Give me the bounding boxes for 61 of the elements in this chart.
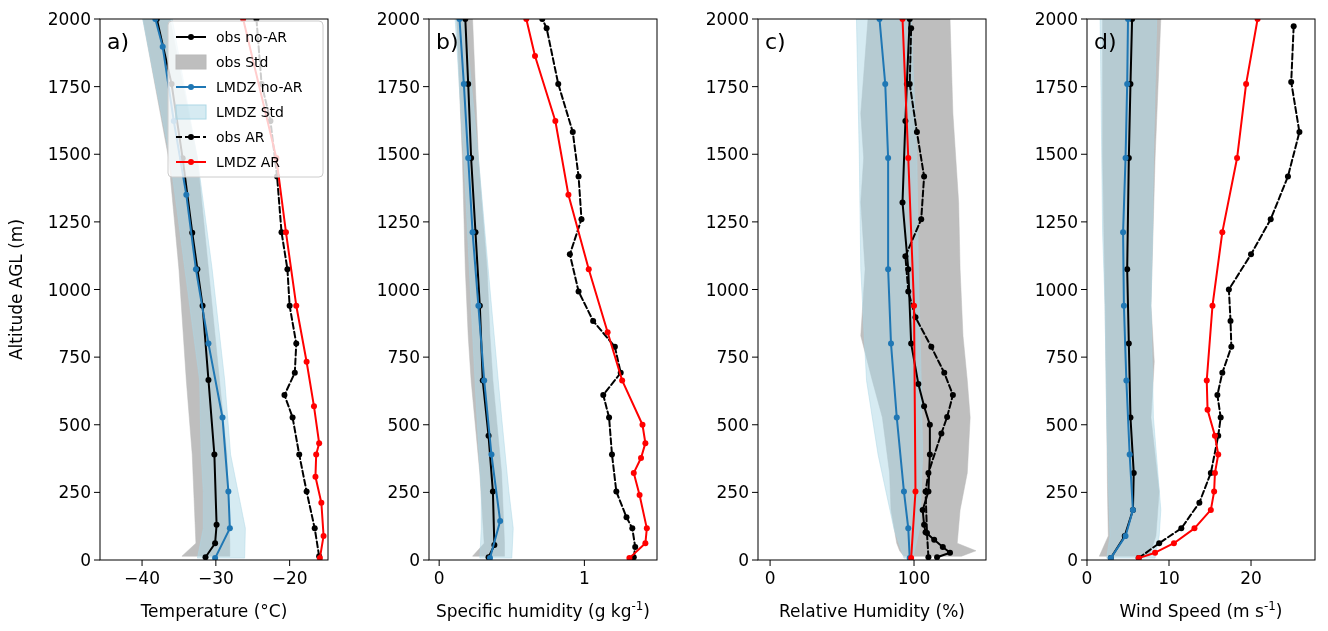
- legend-label: LMDZ no-AR: [216, 79, 303, 95]
- legend-label: obs no-AR: [216, 29, 288, 45]
- x-tick-label: 0: [433, 568, 445, 588]
- y-tick-label: 1250: [1034, 211, 1078, 232]
- x-tick-label: −20: [271, 568, 308, 588]
- legend-label: obs AR: [216, 129, 265, 145]
- y-tick-label: 500: [387, 414, 420, 435]
- x-tick-label: 100: [897, 568, 931, 588]
- y-tick-label: 750: [716, 347, 749, 368]
- annotation: b): [436, 29, 459, 54]
- x-tick-label: 0: [764, 568, 776, 588]
- y-axis-title: Altitude AGL (m): [6, 218, 26, 361]
- y-tick-label: 0: [738, 550, 749, 570]
- x-tick-label: −30: [197, 568, 234, 588]
- x-axis-title: Temperature (°C): [139, 601, 288, 621]
- y-tick-label: 2000: [705, 9, 749, 29]
- legend-label: LMDZ Std: [216, 104, 284, 120]
- x-tick-label: −40: [124, 568, 160, 588]
- y-tick-label: 500: [716, 414, 749, 435]
- y-tick-label: 250: [716, 482, 749, 503]
- y-tick-label: 2000: [376, 9, 420, 29]
- x-axis-title: Specific humidity (g kg$^{-1}$): [435, 599, 651, 621]
- x-tick-label: 10: [1158, 568, 1180, 588]
- y-tick-label: 2000: [47, 9, 91, 29]
- y-tick-label: 0: [1067, 550, 1078, 570]
- y-tick-label: 250: [58, 482, 91, 503]
- y-tick-label: 1500: [376, 144, 420, 165]
- y-tick-label: 250: [387, 482, 420, 503]
- y-tick-label: 1250: [376, 211, 420, 232]
- x-axis-title: Wind Speed (m s$^{-1}$): [1119, 599, 1283, 621]
- annotation: a): [107, 29, 130, 54]
- legend-label: obs Std: [216, 54, 269, 70]
- y-tick-label: 1750: [47, 76, 91, 97]
- annotation: c): [765, 29, 786, 54]
- x-tick-label: 0: [1081, 568, 1093, 588]
- y-tick-label: 1000: [376, 279, 420, 300]
- y-tick-label: 1750: [376, 76, 420, 97]
- y-tick-label: 1000: [47, 279, 91, 300]
- y-tick-label: 500: [58, 414, 91, 435]
- y-tick-label: 1000: [1034, 279, 1078, 300]
- y-tick-label: 750: [1045, 347, 1078, 368]
- y-tick-label: 500: [1045, 414, 1078, 435]
- y-tick-label: 2000: [1034, 9, 1078, 29]
- annotation: d): [1094, 29, 1117, 54]
- y-tick-label: 0: [80, 550, 91, 570]
- y-tick-label: 1250: [705, 211, 749, 232]
- y-tick-label: 1500: [705, 144, 749, 165]
- x-tick-label: 20: [1240, 568, 1262, 588]
- y-tick-label: 1500: [1034, 144, 1078, 165]
- y-tick-label: 750: [58, 347, 91, 368]
- y-tick-label: 1500: [47, 144, 91, 165]
- y-tick-label: 1250: [47, 211, 91, 232]
- y-tick-label: 750: [387, 347, 420, 368]
- legend-label: LMDZ AR: [216, 154, 281, 170]
- y-tick-label: 1750: [1034, 76, 1078, 97]
- y-tick-label: 0: [409, 550, 420, 570]
- y-tick-label: 1000: [705, 279, 749, 300]
- x-axis-title: Relative Humidity (%): [779, 601, 965, 621]
- y-tick-label: 1750: [705, 76, 749, 97]
- x-tick-label: 1: [578, 568, 590, 588]
- y-tick-label: 250: [1045, 482, 1078, 503]
